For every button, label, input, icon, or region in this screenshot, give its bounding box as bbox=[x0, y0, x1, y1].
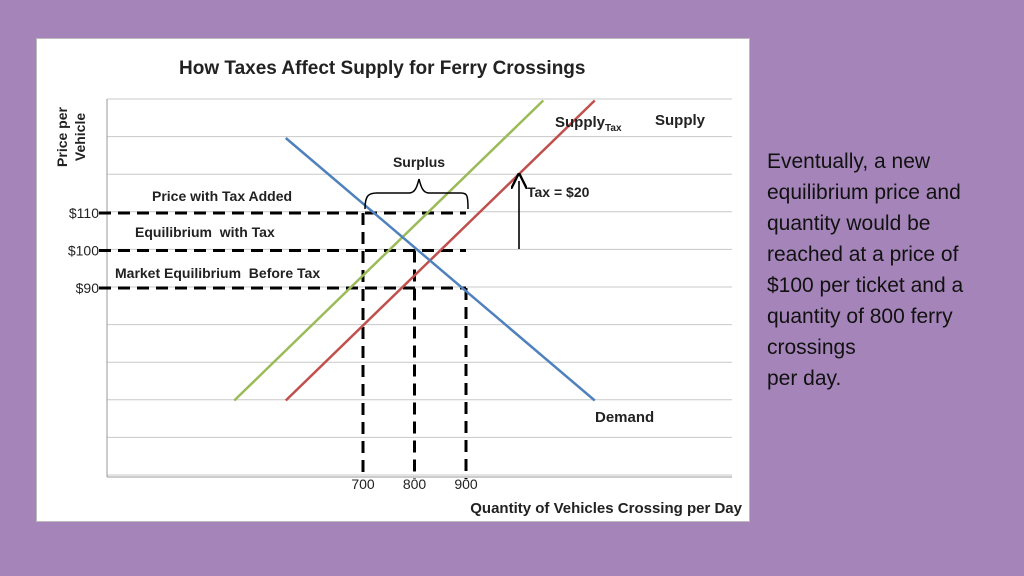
side-text-line: per day. bbox=[767, 367, 842, 390]
chart-panel: How Taxes Affect Supply for Ferry Crossi… bbox=[36, 38, 750, 522]
x-tick-label: 800 bbox=[403, 476, 427, 492]
side-text: Eventually, a new equilibrium price and qu… bbox=[767, 146, 1007, 394]
side-text-line: equilibrium price and bbox=[767, 181, 961, 204]
demand-line bbox=[284, 137, 596, 402]
x-tick-label: 700 bbox=[351, 476, 375, 492]
side-text-line: $100 per ticket and a bbox=[767, 274, 964, 297]
x-axis-label: Quantity of Vehicles Crossing per Day bbox=[470, 500, 742, 517]
chart-svg: How Taxes Affect Supply for Ferry Crossi… bbox=[54, 58, 743, 517]
chart-title: How Taxes Affect Supply for Ferry Crossi… bbox=[179, 58, 585, 79]
y-tick-label: $100 bbox=[68, 243, 99, 259]
annotation-surplus: Surplus bbox=[393, 154, 445, 170]
annotation-tax: Tax = $20 bbox=[527, 184, 590, 200]
annotation-equilibrium-with-tax: Equilibrium with Tax bbox=[135, 224, 275, 240]
x-tick-label: 900 bbox=[454, 476, 478, 492]
supply-line bbox=[284, 99, 596, 402]
y-tick-label: $110 bbox=[69, 205, 99, 221]
side-text-line: Eventually, a new bbox=[767, 150, 931, 173]
supply-tax-line bbox=[233, 99, 545, 402]
annotation-price-with-tax: Price with Tax Added bbox=[152, 188, 292, 204]
label-supply-tax: SupplyTax bbox=[555, 114, 622, 134]
label-supply: Supply bbox=[655, 112, 706, 129]
side-text-line: quantity would be bbox=[767, 212, 931, 235]
y-axis-label-line2: Vehicle bbox=[72, 113, 88, 161]
label-supply-tax-subscript: Tax bbox=[605, 123, 622, 134]
surplus-brace bbox=[364, 178, 469, 210]
y-axis-label-line1: Price per bbox=[54, 106, 70, 166]
side-text-line: reached at a price of bbox=[767, 243, 959, 266]
annotation-market-equilibrium: Market Equilibrium Before Tax bbox=[115, 265, 320, 281]
label-demand: Demand bbox=[595, 409, 654, 426]
side-text-line: crossings bbox=[767, 336, 856, 359]
side-text-line: quantity of 800 ferry bbox=[767, 305, 953, 328]
y-tick-label: $90 bbox=[76, 280, 100, 296]
